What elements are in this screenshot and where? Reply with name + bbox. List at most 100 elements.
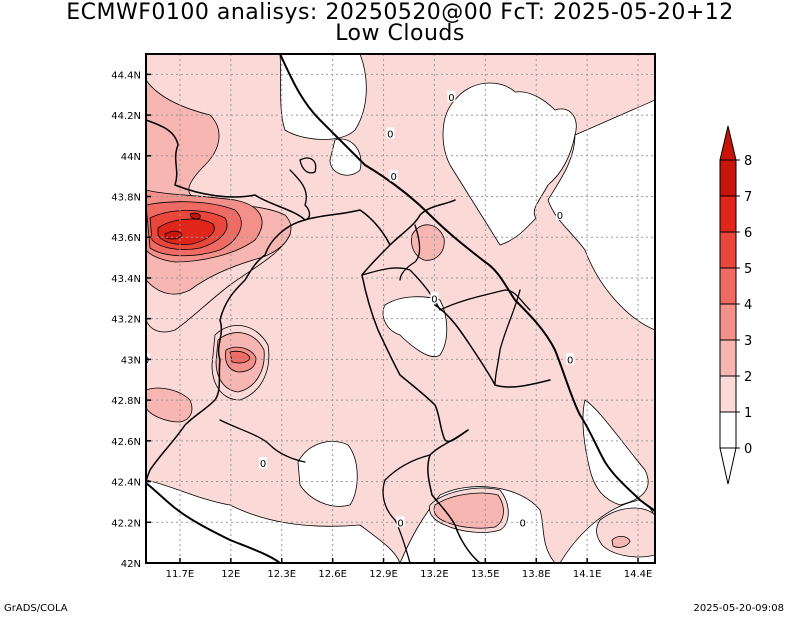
zero-region-south-coast [146,479,401,563]
zero-region-top-left-sea [279,54,367,140]
contour-label-0: 0 [448,93,454,104]
x-tick-label-0: 11.7E [166,569,195,580]
colorbar-label-2: 2 [744,370,752,385]
y-tick-label-2: 42.4N [111,478,141,489]
province-border-e [494,289,521,386]
colorbar-segment-0 [719,411,737,449]
colorbar-label-1: 1 [744,406,752,421]
x-tick-label-3: 12.6E [318,569,347,580]
contour-label-9: 0 [519,518,525,529]
contour-label-bg-9 [518,516,527,528]
colorbar-label-0: 0 [744,442,752,457]
x-tick-label-9: 14.4E [624,569,653,580]
chart-title-line1: ECMWF0100 analisys: 20250520@00 FcT: 202… [66,0,734,25]
y-axis-tick-labels: 42N 42.2N 42.4N 42.6N 42.8N 43N 43.2N 43.4N 43.6… [111,70,141,570]
colorbar-label-7: 7 [744,190,752,205]
contour-label-bg-7 [259,457,268,469]
contour-label-8: 0 [397,518,403,529]
zero-region-adriatic-east [547,99,655,331]
contour-label-bg-3 [555,208,564,220]
x-tick-label-4: 12.9E [369,569,398,580]
contour-label-bg-5 [566,353,575,365]
colorbar-label-4: 4 [744,298,752,313]
level2-se-corner [611,535,631,548]
contour-label-5: 0 [567,355,573,366]
zero-region-northeast-sea [442,82,577,246]
colorbar-label-6: 6 [744,226,752,241]
x-tick-label-1: 12E [221,569,240,580]
y-tick-label-6: 43.2N [111,315,141,326]
y-tick-label-4: 42.8N [111,396,141,407]
colorbar-segment-5 [719,231,737,269]
contour-label-bg-4 [430,292,439,304]
colorbar-segment-1 [719,375,737,413]
region-border-marche-south [434,304,551,388]
colorbar-segment-7 [719,159,737,197]
province-border-f [219,419,306,463]
colorbar: 0 1 2 3 4 5 6 7 8 [719,125,752,485]
colorbar-segment-2 [719,339,737,377]
y-tick-label-3: 42.6N [111,437,141,448]
boundaries [146,54,655,563]
y-tick-label-1: 42.2N [111,518,141,529]
x-tick-label-6: 13.5E [471,569,500,580]
x-tick-label-7: 13.8E [522,569,551,580]
colorbar-over-triangle [719,125,737,161]
y-tick-label-7: 43.4N [111,274,141,285]
contour-labels: 0 0 0 0 0 0 0 0 0 0 [143,90,575,529]
colorbar-segment-6 [719,195,737,233]
contour-label-7: 0 [260,459,266,470]
plot-frame [145,53,656,564]
axis-ticks [146,73,639,564]
adriatic-coastline [279,54,655,513]
zero-region-marche [382,296,448,357]
x-axis-tick-labels: 11.7E 12E 12.3E 12.6E 12.9E 13.2E 13.5E 13.8E 14… [166,569,653,580]
region-border-abruzzo [427,429,481,563]
plot-area: 0 0 0 0 0 0 0 0 0 0 [143,54,655,563]
level1-se-corner [596,507,655,558]
zero-region-nw-coast [329,138,362,176]
contour-label-3: 0 [557,211,563,222]
tyrrhenian-coastline [146,482,281,563]
contour-label-6: 0 [143,355,149,366]
province-border-g [382,454,431,563]
contour-label-bg-2 [389,170,398,182]
contour-label-2: 0 [391,172,397,183]
colorbar-segment-3 [719,303,737,341]
province-border-c [289,169,311,221]
region-border-umbria-west [146,219,306,484]
level2-elba [146,387,193,423]
colorbar-label-3: 3 [744,334,752,349]
x-tick-label-5: 13.2E [420,569,449,580]
province-border-d [299,157,317,174]
contour-label-bg-0 [447,90,456,102]
colorbar-segment-4 [719,267,737,305]
zero-region-east-mid [582,399,649,506]
footer-timestamp: 2025-05-20-09:08 [693,603,784,614]
y-tick-label-5: 43N [121,355,141,366]
chart-title-line2: Low Clouds [335,21,465,46]
colorbar-label-5: 5 [744,262,752,277]
province-border-a [361,267,531,311]
contour-label-1: 0 [387,129,393,140]
y-tick-label-9: 43.8N [111,193,141,204]
province-border-b [399,224,421,281]
y-tick-label-12: 44.4N [111,70,141,81]
level7-west-b [189,212,201,220]
contour-label-bg-1 [386,127,395,139]
colorbar-label-8: 8 [744,154,752,169]
colorbar-under-triangle [719,447,737,485]
x-tick-label-8: 14.1E [573,569,602,580]
contour-label-bg-8 [396,516,405,528]
footer-credit: GrADS/COLA [4,603,68,614]
y-tick-label-0: 42N [121,559,141,570]
level4-grosseto [229,350,251,364]
y-tick-label-11: 44.2N [111,111,141,122]
zero-region-lazio [297,441,358,507]
x-tick-label-2: 12.3E [267,569,296,580]
cloud-maxima [146,79,655,558]
y-tick-label-8: 43.6N [111,233,141,244]
y-tick-label-10: 44N [121,152,141,163]
contour-label-4: 0 [431,294,437,305]
